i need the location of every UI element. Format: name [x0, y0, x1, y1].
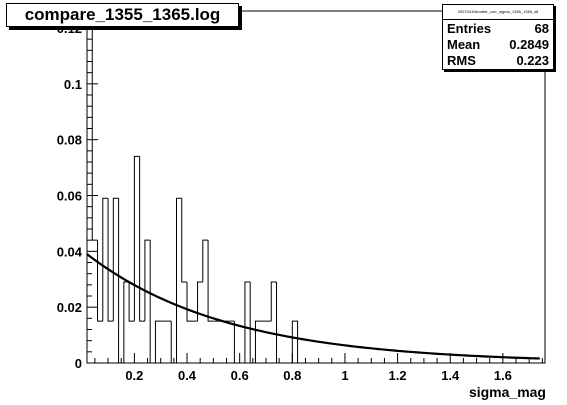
stats-mean-value: 0.2849 — [509, 37, 549, 52]
histogram-bin — [97, 240, 103, 322]
histogram-bin — [249, 282, 256, 364]
stats-entries-value: 68 — [534, 21, 549, 36]
histogram-bin — [102, 197, 109, 322]
stats-rms-row: RMS 0.223 — [447, 53, 549, 69]
histogram-bin — [128, 282, 135, 322]
chart-title-box: compare_1355_1365.log — [6, 3, 239, 27]
histogram-bin — [181, 198, 188, 283]
stats-rms-value: 0.223 — [516, 53, 549, 68]
x-tick-label: 1.6 — [494, 368, 512, 383]
histogram-bin — [112, 197, 119, 322]
histogram-bin — [207, 240, 214, 322]
histogram-bin — [276, 282, 282, 364]
histogram-bin — [107, 198, 114, 322]
y-tick-label: 0 — [75, 356, 82, 371]
histogram-bin — [133, 155, 140, 322]
y-tick-label: 0.06 — [57, 189, 82, 204]
x-tick-label: 1.4 — [441, 368, 460, 383]
histogram-bin — [118, 198, 124, 364]
histogram-bin — [154, 320, 161, 363]
fit-curve-series — [86, 253, 540, 360]
x-tick-label: 1 — [341, 368, 348, 383]
stats-box-name: 20070419shutter_corr_sigma_1355_1365_all — [443, 5, 553, 20]
histogram-bin — [270, 281, 277, 322]
x-tick-label: 1.2 — [389, 368, 407, 383]
histogram-bin — [175, 197, 182, 363]
histogram-series — [86, 27, 299, 364]
histogram-bin — [170, 321, 177, 364]
x-tick-label: 0.8 — [283, 368, 301, 383]
y-tick-label: 0.08 — [57, 133, 82, 148]
chart-title: compare_1355_1365.log — [24, 5, 221, 24]
histogram-bin — [254, 320, 261, 363]
stats-entries-label: Entries — [447, 21, 492, 36]
tick-labels: 0.2 0.4 0.6 0.8 1 1.2 1.4 1.6 0 0.02 0.04 0.06 0.08 0… — [57, 21, 512, 383]
fit-curve — [86, 253, 540, 360]
stats-entries-row: Entries 68 — [447, 21, 549, 37]
histogram-bin — [202, 239, 209, 283]
histogram-bin — [244, 281, 251, 363]
x-tick-label: 0.4 — [178, 368, 197, 383]
x-tick-label: 0.6 — [231, 368, 249, 383]
x-axis-label: sigma_mag — [468, 384, 546, 400]
histogram-bin — [91, 28, 98, 241]
histogram-bin — [123, 281, 130, 363]
y-tick-label: 0.1 — [64, 77, 82, 92]
histogram-bin — [139, 156, 145, 322]
stats-mean-row: Mean 0.2849 — [447, 37, 549, 53]
histogram-bin — [233, 321, 240, 364]
histogram-bin — [197, 281, 203, 322]
stats-box: 20070419shutter_corr_sigma_1355_1365_all… — [442, 4, 554, 70]
tick-marks — [87, 16, 543, 364]
histogram-bin — [144, 239, 151, 322]
stats-mean-label: Mean — [447, 37, 481, 52]
histogram-bin — [149, 240, 156, 364]
histogram-bin — [186, 282, 193, 322]
histogram-bin — [291, 320, 299, 363]
x-tick-label: 0.2 — [125, 368, 143, 383]
y-tick-label: 0.02 — [57, 300, 82, 315]
y-tick-label: 0.04 — [57, 244, 83, 259]
stats-rms-label: RMS — [447, 53, 476, 68]
